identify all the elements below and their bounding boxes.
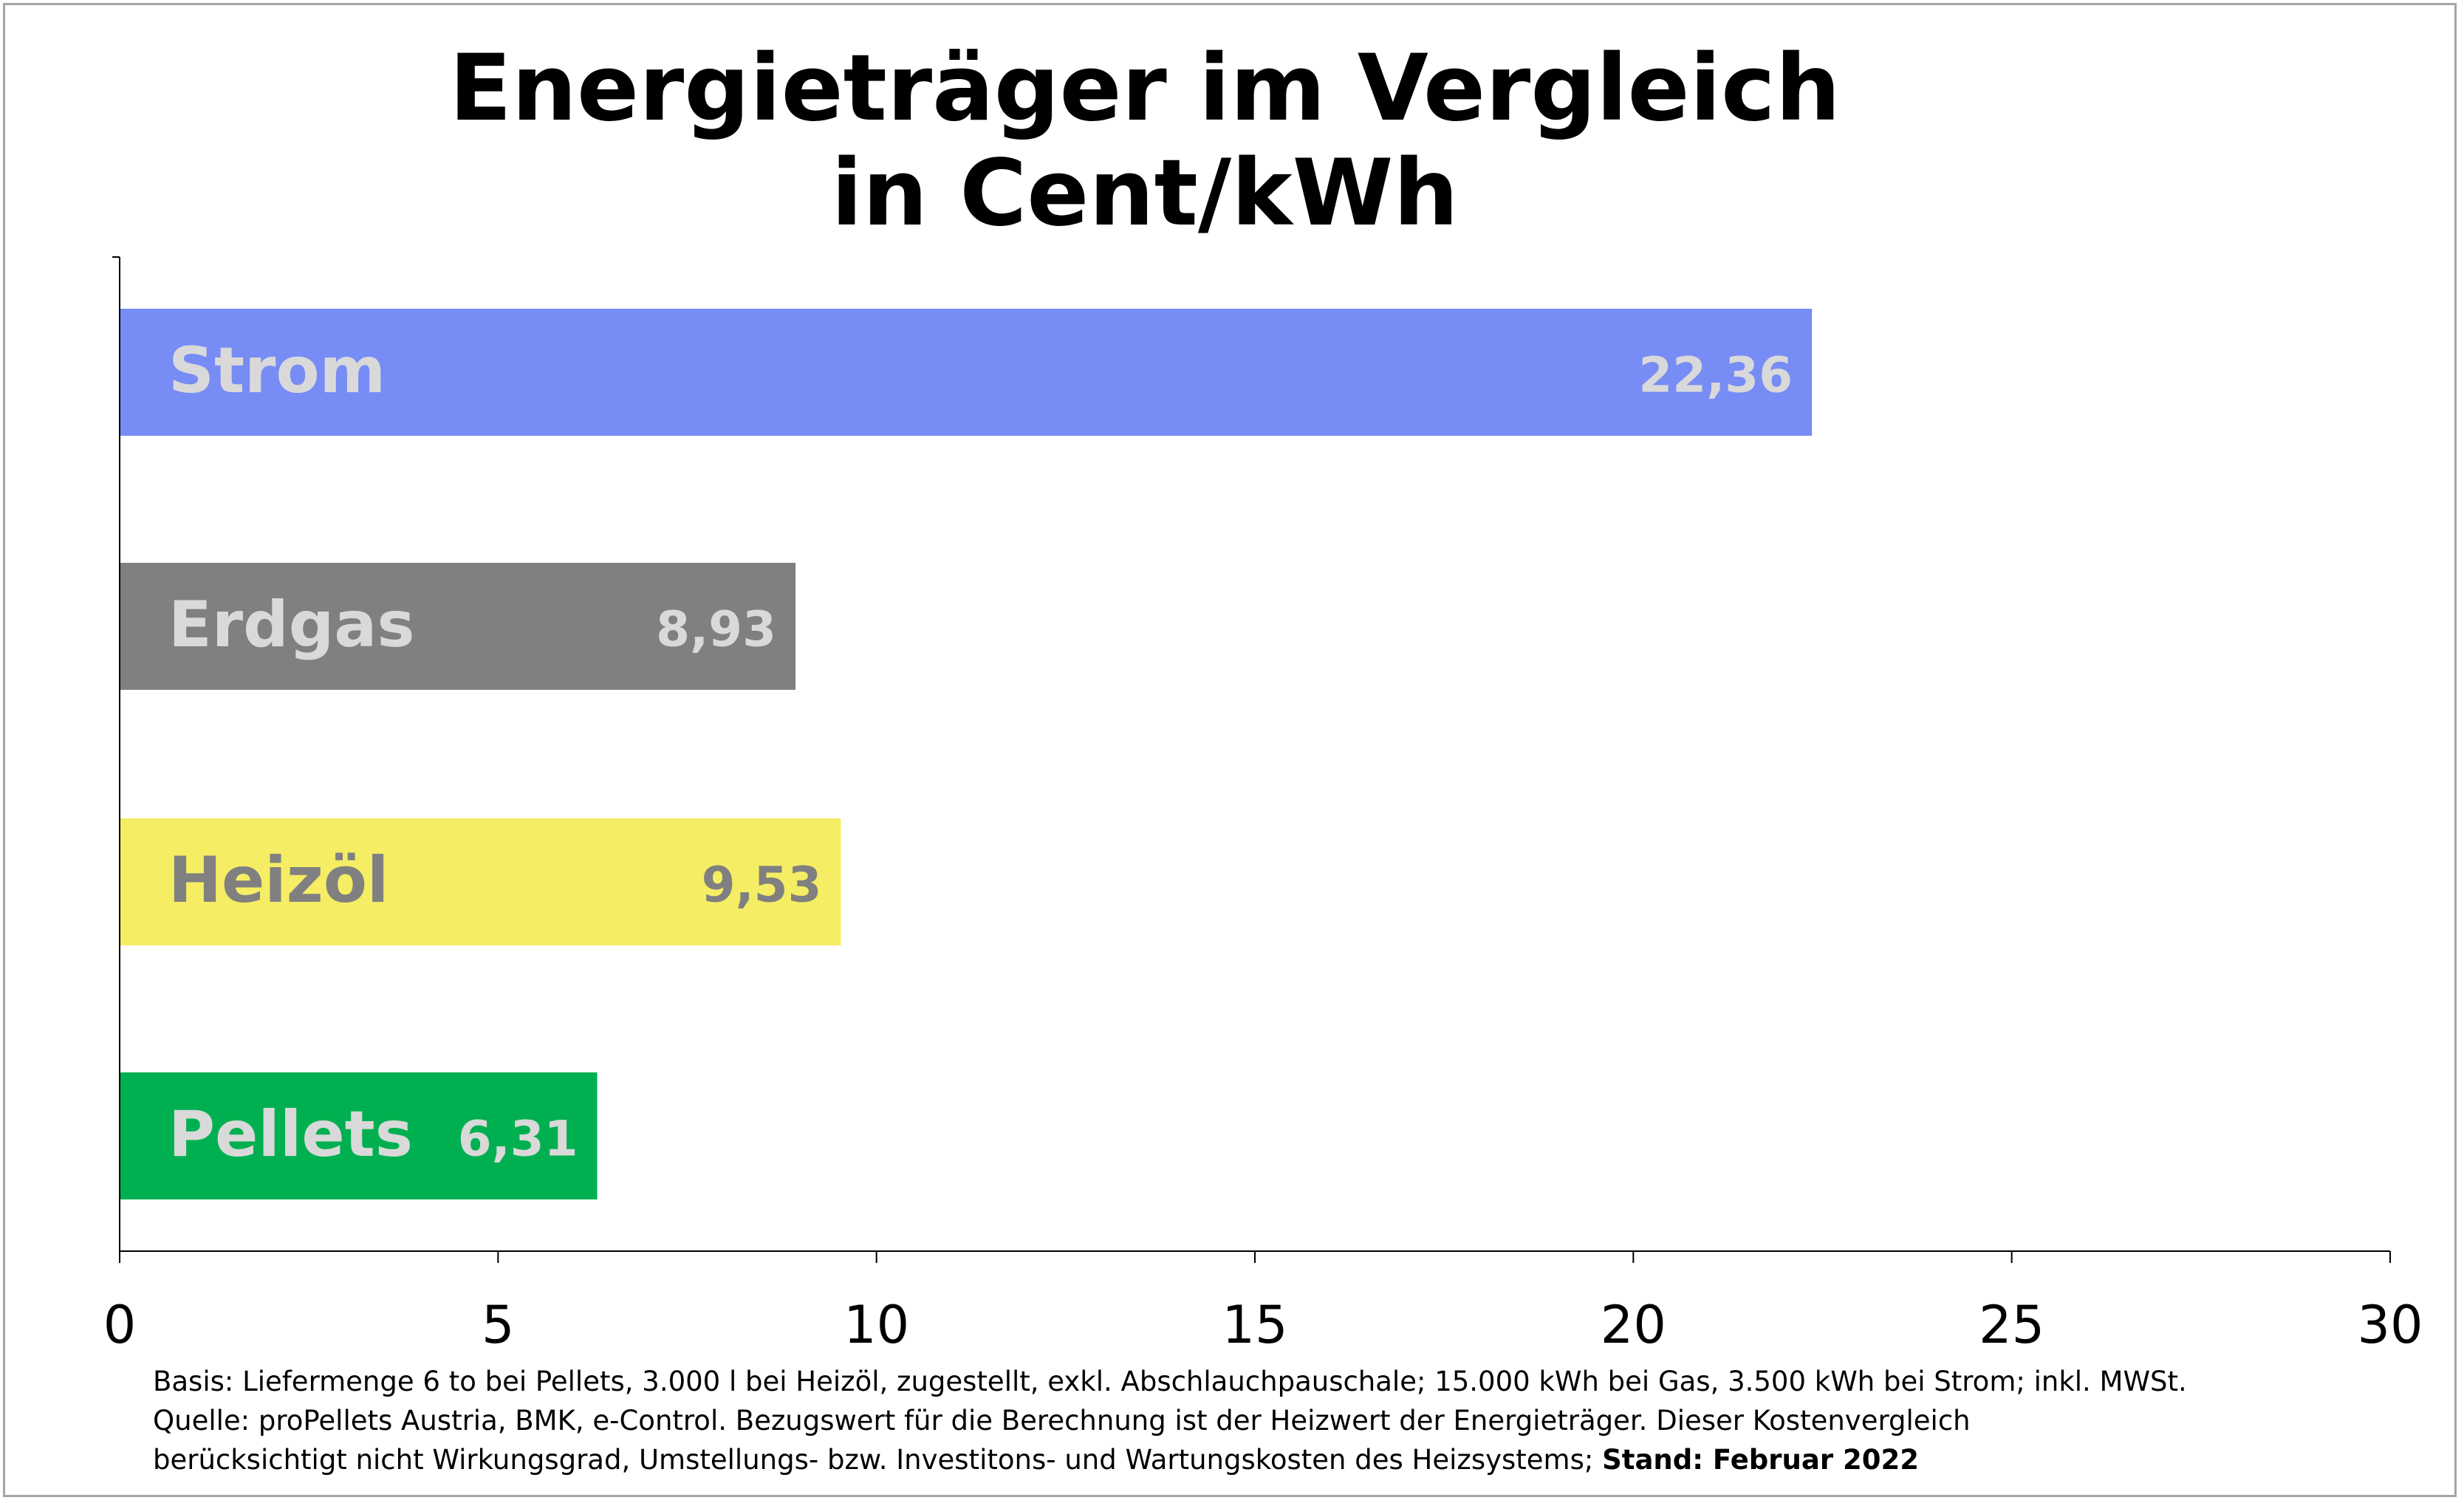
category-label-heizol: Heizöl <box>168 843 389 917</box>
x-tick-label: 0 <box>103 1295 137 1355</box>
x-tick-label: 20 <box>1601 1295 1666 1355</box>
footnote-disclaimer-text: berücksichtigt nicht Wirkungsgrad, Umste… <box>153 1444 1603 1476</box>
value-label-strom: 22,36 <box>1638 347 1793 404</box>
bar-erdgas <box>120 563 796 690</box>
footnote: Basis: Liefermenge 6 to bei Pellets, 3.0… <box>153 1362 2187 1479</box>
x-tick-label: 30 <box>2357 1295 2423 1355</box>
bar-strom <box>120 309 1813 436</box>
x-tick-label: 10 <box>843 1295 909 1355</box>
axes-layer: 0 5 10 15 20 25 30 <box>103 256 2423 1355</box>
value-label-pellets: 6,31 <box>458 1111 578 1168</box>
bar-pellets <box>120 1072 598 1199</box>
chart-frame <box>3 3 2457 1497</box>
x-tick-label: 15 <box>1222 1295 1287 1355</box>
value-label-heizol: 9,53 <box>702 857 822 914</box>
value-label-erdgas: 8,93 <box>656 601 776 658</box>
footnote-date: Stand: Februar 2022 <box>1602 1444 1919 1476</box>
footnote-source: Quelle: proPellets Austria, BMK, e-Contr… <box>153 1405 1971 1437</box>
footnote-basis: Basis: Liefermenge 6 to bei Pellets, 3.0… <box>153 1366 2187 1397</box>
x-tick-label: 5 <box>482 1295 515 1355</box>
chart-title: Energieträger im Vergleich <box>449 35 1841 142</box>
bars-layer: Strom 22,36 Erdgas 8,93 Heizöl 9,53 Pellets 6,3… <box>120 309 1813 1199</box>
category-label-pellets: Pellets <box>168 1098 413 1171</box>
bar-heizol <box>120 818 841 945</box>
chart-subtitle: in Cent/kWh <box>831 140 1459 247</box>
footnote-disclaimer: berücksichtigt nicht Wirkungsgrad, Umste… <box>153 1440 2187 1479</box>
x-tick-label: 25 <box>1979 1295 2044 1355</box>
category-label-erdgas: Erdgas <box>168 588 415 662</box>
category-label-strom: Strom <box>168 334 386 408</box>
